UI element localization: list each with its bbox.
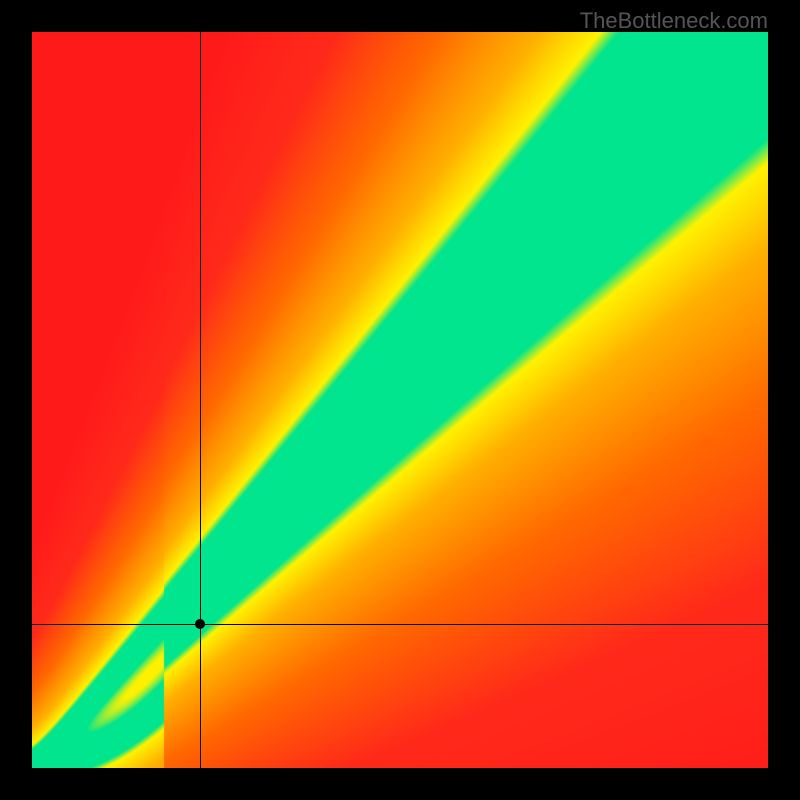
watermark-text: TheBottleneck.com (580, 8, 768, 34)
crosshair-vertical (200, 32, 201, 768)
marker-dot (195, 619, 205, 629)
heatmap-canvas (32, 32, 768, 768)
crosshair-horizontal (32, 624, 768, 625)
heatmap-plot (32, 32, 768, 768)
